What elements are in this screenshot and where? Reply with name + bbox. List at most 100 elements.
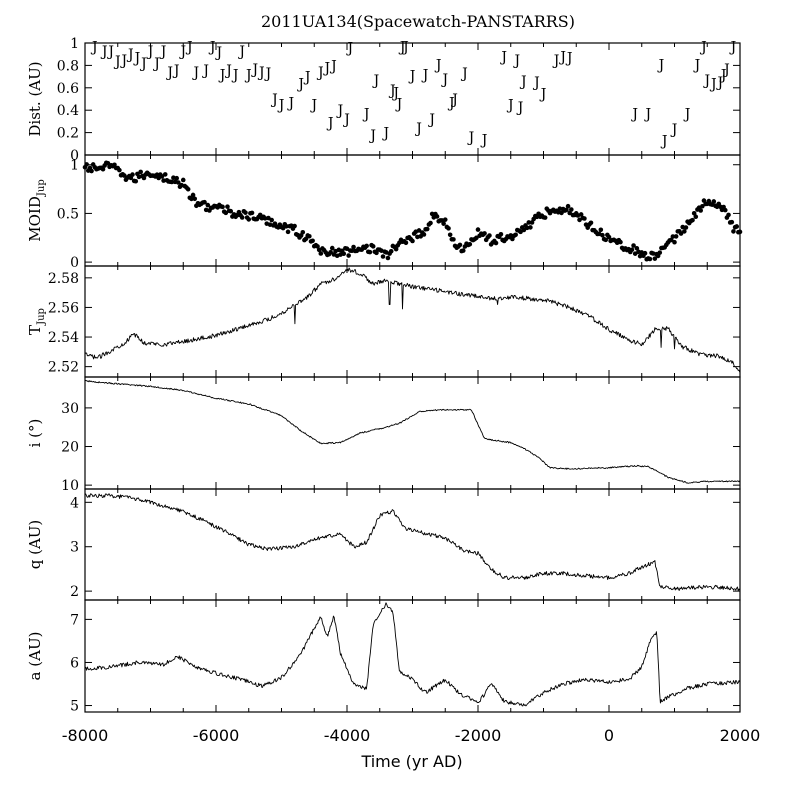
distance-marker: J bbox=[401, 39, 409, 55]
distance-marker: J bbox=[345, 40, 353, 56]
moid-point bbox=[711, 199, 717, 204]
moid-point bbox=[652, 256, 658, 261]
panel-frame bbox=[84, 265, 741, 378]
distance-marker: J bbox=[395, 96, 403, 112]
moid-point bbox=[388, 248, 394, 254]
moid-point bbox=[117, 167, 122, 173]
moid-point bbox=[105, 160, 111, 166]
distance-marker: J bbox=[519, 74, 527, 90]
panel-frame bbox=[84, 599, 741, 713]
moid-point bbox=[220, 204, 225, 210]
distance-marker: J bbox=[139, 56, 147, 72]
moid-point bbox=[668, 237, 674, 243]
moid-point bbox=[678, 231, 684, 236]
moid-point bbox=[243, 210, 248, 215]
distance-marker: J bbox=[388, 83, 396, 99]
distance-marker: J bbox=[427, 112, 435, 128]
distance-marker: J bbox=[398, 39, 406, 55]
distance-marker: J bbox=[657, 57, 665, 73]
moid-point bbox=[606, 234, 612, 240]
moid-point bbox=[416, 228, 422, 233]
distance-marker: J bbox=[237, 44, 245, 60]
y-axis-label-subscript: Jup bbox=[36, 308, 47, 326]
moid-point bbox=[315, 244, 320, 249]
moid-point bbox=[474, 235, 479, 241]
moid-point bbox=[672, 239, 677, 245]
moid-point bbox=[174, 175, 179, 181]
distance-marker: J bbox=[218, 67, 226, 83]
distance-marker: J bbox=[277, 98, 285, 114]
y-axis-label: a (AU) bbox=[26, 632, 44, 681]
distance-marker: J bbox=[368, 128, 376, 144]
moid-point bbox=[701, 198, 707, 203]
moid-point bbox=[683, 225, 689, 230]
moid-point bbox=[410, 238, 415, 244]
moid-point bbox=[442, 217, 448, 222]
y-axis-label: i (°) bbox=[26, 419, 44, 448]
distance-marker: J bbox=[178, 44, 186, 60]
moid-point bbox=[202, 199, 207, 205]
moid-point bbox=[600, 232, 605, 238]
moid-point bbox=[351, 244, 356, 250]
moid-point bbox=[100, 166, 106, 172]
y-tick-label: 0.6 bbox=[57, 81, 79, 97]
y-axis-label-subscript: Jup bbox=[36, 179, 47, 197]
x-tick-label: -6000 bbox=[193, 726, 240, 745]
distance-marker: J bbox=[208, 39, 216, 55]
moid-point bbox=[192, 196, 198, 202]
moid-point bbox=[393, 246, 399, 252]
moid-point bbox=[176, 180, 181, 185]
distance-marker: J bbox=[270, 92, 278, 108]
moid-point bbox=[318, 251, 324, 256]
distance-marker: J bbox=[516, 100, 524, 116]
distance-marker: J bbox=[643, 107, 651, 123]
moid-point bbox=[446, 226, 451, 231]
distance-marker: J bbox=[244, 67, 252, 83]
moid-point bbox=[493, 240, 499, 246]
distance-marker: J bbox=[90, 39, 98, 55]
distance-marker: J bbox=[152, 56, 160, 72]
moid-point bbox=[346, 253, 351, 258]
moid-point bbox=[673, 234, 679, 239]
distance-marker: J bbox=[323, 61, 331, 77]
distance-marker: J bbox=[372, 73, 380, 89]
moid-point bbox=[246, 217, 252, 222]
moid-point bbox=[370, 244, 376, 249]
x-axis-label: Time (yr AD) bbox=[360, 752, 462, 771]
moid-point bbox=[578, 212, 584, 217]
moid-point bbox=[285, 229, 291, 235]
distance-marker: J bbox=[201, 63, 209, 79]
x-tick-label: -4000 bbox=[324, 726, 371, 745]
distance-marker: J bbox=[719, 67, 727, 83]
distance-marker: J bbox=[499, 49, 507, 65]
y-tick-label: 2.58 bbox=[48, 271, 79, 287]
distance-marker: J bbox=[264, 66, 272, 82]
moid-point bbox=[567, 210, 572, 216]
y-tick-label: 0 bbox=[70, 255, 79, 271]
distance-marker: J bbox=[185, 39, 193, 55]
distance-marker: J bbox=[391, 85, 399, 101]
distance-marker: J bbox=[106, 44, 114, 60]
distance-marker: J bbox=[630, 107, 638, 123]
moid-point bbox=[428, 220, 433, 226]
distance-marker: J bbox=[506, 98, 514, 114]
moid-point bbox=[205, 202, 211, 208]
distance-marker: J bbox=[342, 112, 350, 128]
distance-marker: J bbox=[512, 53, 520, 69]
panel-semimajor-axis: 5 6 7 a (AU) bbox=[26, 599, 741, 715]
panel-tjup: 2.52 2.54 2.56 2.58 TJup bbox=[26, 265, 741, 378]
moid-point bbox=[737, 229, 743, 235]
distance-marker: J bbox=[165, 65, 173, 81]
distance-marker: J bbox=[722, 62, 730, 78]
distance-marker: J bbox=[309, 98, 317, 114]
moid-point bbox=[498, 231, 504, 237]
distance-marker: J bbox=[434, 57, 442, 73]
moid-point bbox=[569, 207, 574, 212]
moid-point bbox=[682, 229, 687, 234]
moid-point bbox=[698, 208, 703, 213]
x-axis: -8000 -6000 -4000 -2000 0 2000 bbox=[62, 726, 761, 745]
moid-point bbox=[310, 238, 315, 244]
distance-marker: J bbox=[467, 130, 475, 146]
distance-marker: J bbox=[231, 67, 239, 83]
